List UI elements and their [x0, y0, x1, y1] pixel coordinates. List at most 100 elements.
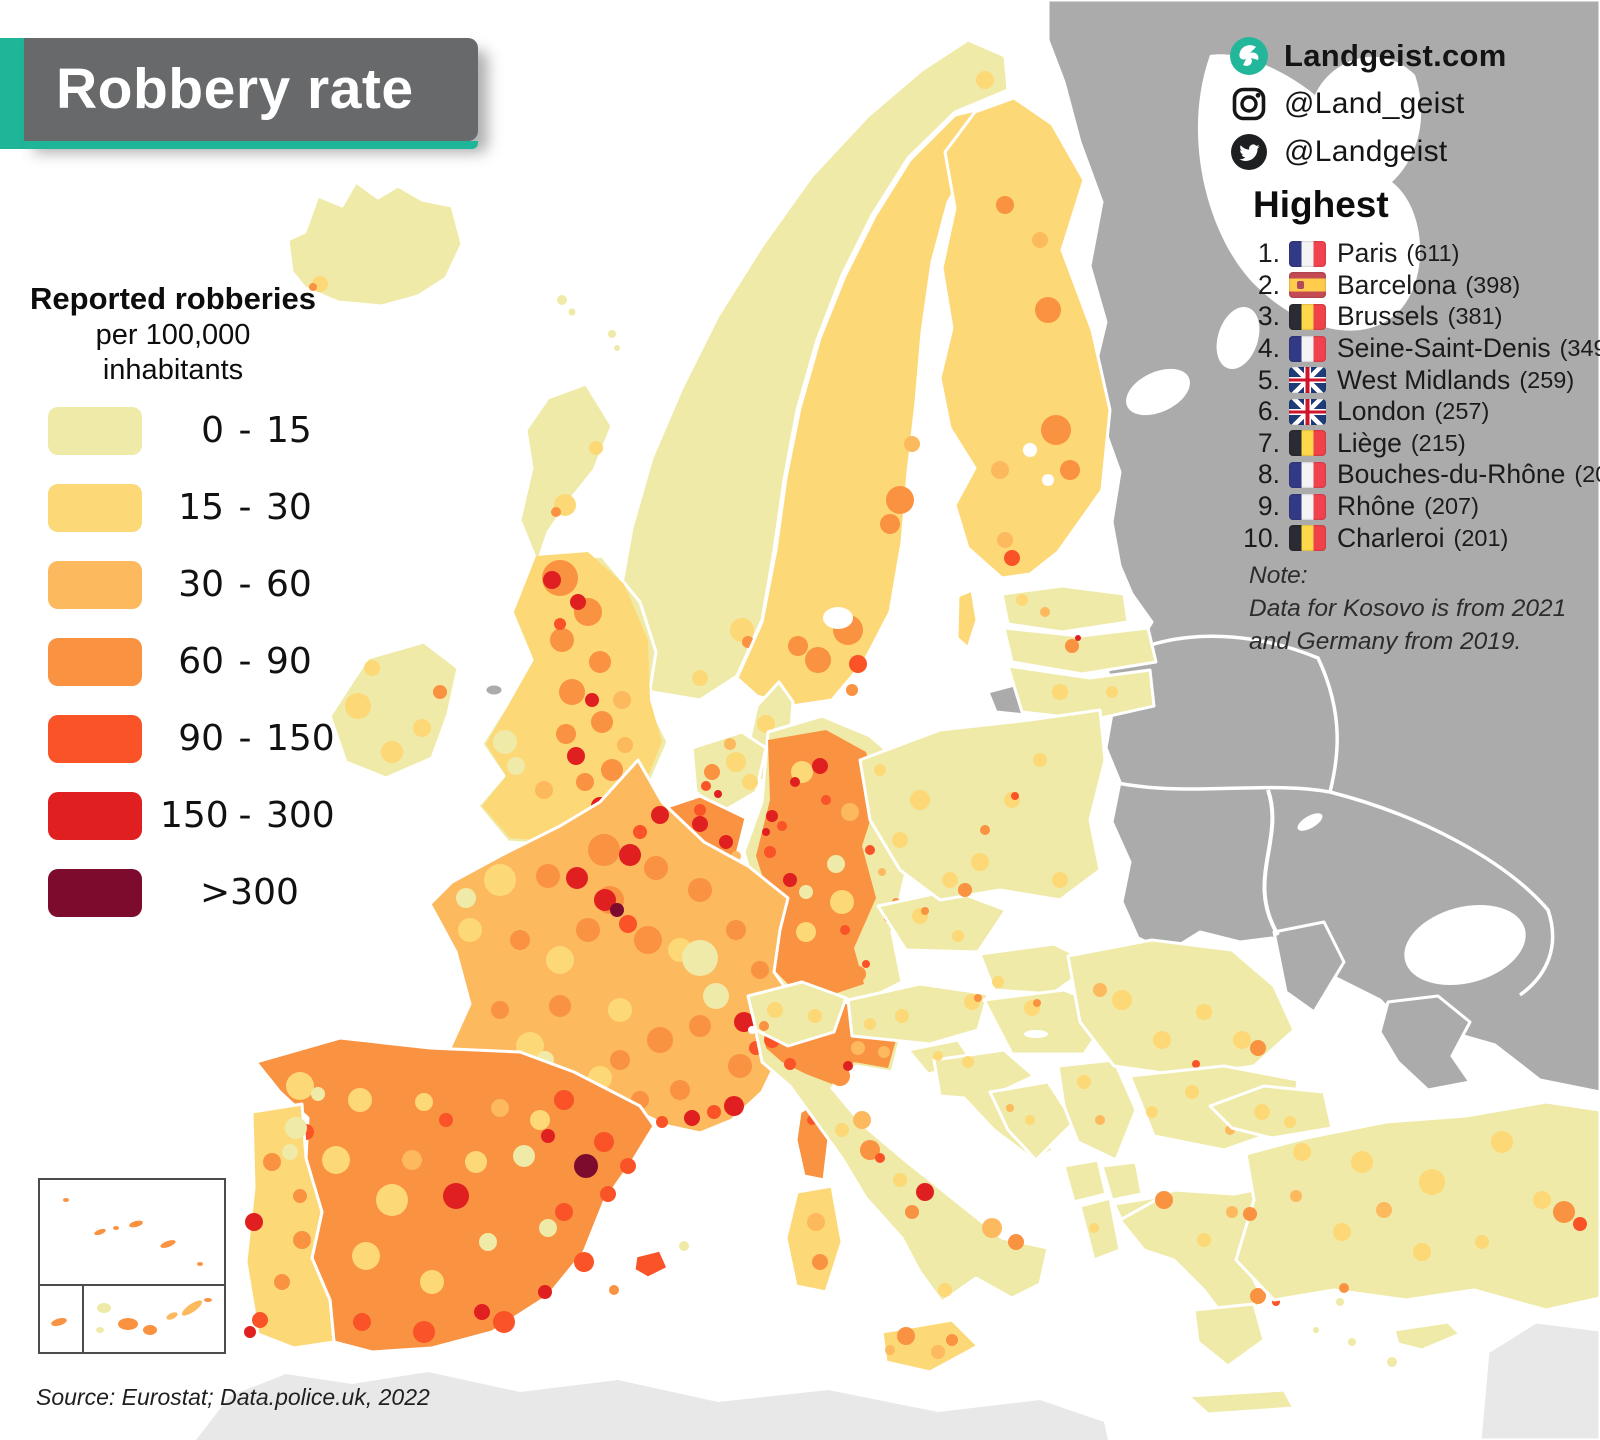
region-value: (381) — [1447, 303, 1503, 330]
legend-swatch — [48, 637, 142, 686]
legend-swatch — [48, 406, 142, 455]
map-region-sweden — [735, 106, 987, 708]
region-name: Barcelona — [1337, 269, 1457, 300]
map-region-portugal — [244, 1102, 336, 1350]
legend-swatch — [48, 714, 142, 763]
region-value: (611) — [1406, 240, 1460, 267]
map-region-ireland — [328, 640, 460, 780]
map-region-kosovo — [1100, 1160, 1144, 1202]
instagram-row[interactable]: @Land_geist — [1229, 84, 1507, 124]
legend-swatch — [48, 560, 142, 609]
title-banner: Robbery rate — [0, 38, 478, 150]
legend-row: 30-60 — [14, 560, 332, 609]
region-name: Brussels — [1337, 301, 1439, 332]
france-flag-icon — [1289, 335, 1326, 362]
map-region-turkey — [1208, 1084, 1600, 1352]
landgeist-logo-icon — [1229, 36, 1269, 76]
region-name: London — [1337, 396, 1426, 427]
uk-flag-icon — [1289, 398, 1326, 425]
map-region-isle-of-man — [483, 682, 505, 698]
note-line: and Germany from 2019. — [1249, 627, 1522, 655]
page-title: Robbery rate — [56, 57, 414, 121]
list-item: 1. Paris (611) — [1233, 238, 1593, 270]
spain-flag-icon — [1289, 272, 1326, 299]
region-value: (349) — [1559, 335, 1600, 362]
list-item: 2. Barcelona (398) — [1233, 270, 1593, 302]
list-item: 3. Brussels (381) — [1233, 301, 1593, 333]
rank-number: 8. — [1257, 459, 1280, 490]
map-region-france — [428, 758, 832, 1182]
map-region-poland — [858, 708, 1107, 902]
map-region-romania — [1066, 938, 1296, 1078]
rank-number: 9. — [1257, 491, 1280, 522]
map-region-lithuania — [1006, 664, 1156, 722]
inset-madeira — [38, 1284, 84, 1354]
region-name: Liège — [1337, 427, 1402, 458]
region-name: Seine-Saint-Denis — [1337, 333, 1551, 364]
legend-title: Reported robberies — [30, 281, 316, 316]
legend-subtitle: inhabitants — [102, 354, 244, 387]
note-block: Note: Data for Kosovo is from 2021 and G… — [1249, 560, 1566, 658]
rank-number: 6. — [1257, 396, 1280, 427]
region-value: (398) — [1465, 271, 1521, 298]
rank-number: 2. — [1257, 269, 1280, 300]
region-name: Bouches-du-Rhône — [1337, 459, 1566, 490]
inset-canary — [82, 1284, 226, 1354]
region-value: (201) — [1453, 524, 1509, 551]
rank-number: 5. — [1257, 364, 1280, 395]
list-item: 9. Rhône (207) — [1233, 491, 1593, 523]
note-line: Data for Kosovo is from 2021 — [1249, 594, 1567, 622]
highest-list: 1. Paris (611) 2. Barcelona (398) 3. Bru… — [1233, 238, 1600, 554]
region-name: Charleroi — [1337, 522, 1445, 553]
rank-number: 3. — [1257, 301, 1280, 332]
legend-swatch — [48, 483, 142, 532]
website-label: Landgeist.com — [1284, 38, 1507, 73]
note-line: Note: — [1249, 562, 1308, 589]
map-region-montenegro — [1062, 1158, 1108, 1204]
banner-teal-tab — [0, 38, 24, 149]
website-row[interactable]: Landgeist.com — [1229, 36, 1507, 76]
map-region-slovakia-hungary — [978, 942, 1116, 1056]
list-item: 5. West Midlands (259) — [1233, 364, 1593, 396]
branding-block: Landgeist.com @Land_geist @Landgeist — [1229, 36, 1507, 172]
legend-rows: 0-15 15-30 30-60 60-90 90-150 150-300 — [14, 406, 335, 917]
list-item: 6. London (257) — [1233, 396, 1593, 428]
twitter-handle: @Landgeist — [1284, 135, 1448, 168]
legend-row: 60-90 — [14, 637, 332, 686]
legend-row: 15-30 — [14, 483, 332, 532]
map-region-albania — [1078, 1196, 1122, 1262]
highest-ranking: Highest 1. Paris (611) 2. Barcelona (398… — [1233, 184, 1600, 554]
source-credit: Source: Eurostat; Data.police.uk, 2022 — [36, 1384, 430, 1410]
map-region-crimea — [1378, 994, 1472, 1092]
map-region-netherlands — [690, 730, 768, 814]
legend-swatch — [48, 868, 142, 917]
rank-number: 4. — [1257, 333, 1280, 364]
region-value: (259) — [1519, 366, 1575, 393]
map-region-switzerland — [746, 980, 848, 1048]
map-region-baltics — [1000, 584, 1158, 722]
france-flag-icon — [1289, 493, 1326, 520]
france-flag-icon — [1289, 240, 1326, 267]
region-name: Rhône — [1337, 491, 1416, 522]
twitter-row[interactable]: @Landgeist — [1229, 132, 1507, 172]
legend-row: 0-15 — [14, 406, 332, 455]
map-region-balkans — [906, 1038, 1174, 1262]
region-value: (207) — [1424, 493, 1479, 520]
uk-flag-icon — [1289, 367, 1326, 394]
legend-subtitle: per 100,000 — [95, 318, 251, 351]
list-item: 4. Seine-Saint-Denis (349) — [1233, 333, 1600, 365]
highest-heading: Highest — [1253, 184, 1389, 225]
rank-number: 10. — [1243, 522, 1280, 553]
legend-row: 90-150 — [14, 714, 335, 763]
region-value: (215) — [1410, 429, 1466, 456]
map-region-moldova — [1272, 920, 1346, 1014]
region-value: (257) — [1434, 398, 1490, 425]
map-region-north-africa — [196, 1372, 1108, 1440]
twitter-icon — [1229, 132, 1269, 172]
legend-row: >300 — [14, 868, 332, 917]
map-region-austria — [846, 982, 990, 1046]
region-value: (209) — [1574, 461, 1600, 488]
list-item: 8. Bouches-du-Rhône (209) — [1233, 459, 1600, 491]
legend-row: 150-300 — [14, 791, 335, 840]
